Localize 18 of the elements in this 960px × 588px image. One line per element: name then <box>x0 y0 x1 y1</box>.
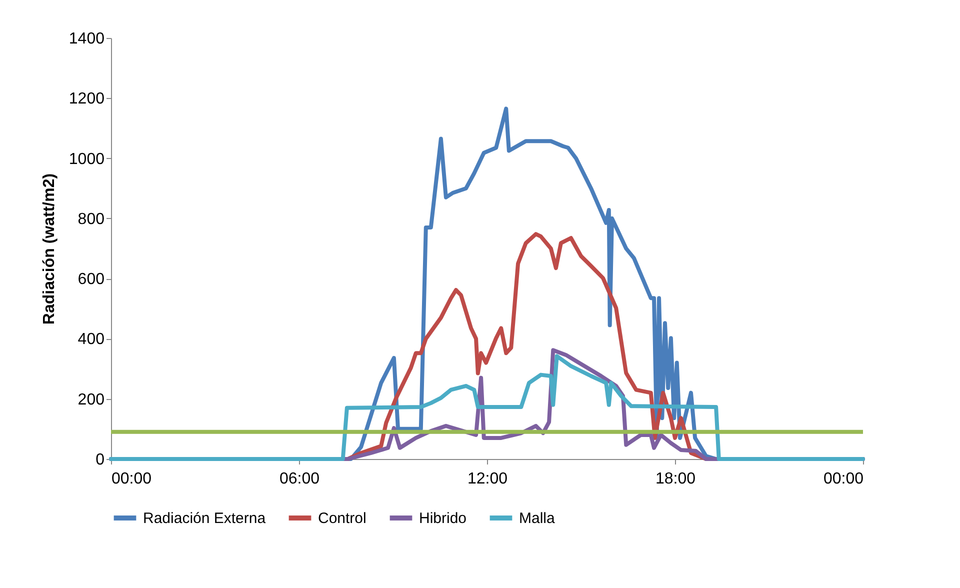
x-tick-label: 00:00 <box>823 470 864 488</box>
y-tick-label: 400 <box>78 331 105 348</box>
y-axis-title: Radiación (watt/m2) <box>40 173 58 325</box>
y-tick-label: 200 <box>78 391 105 408</box>
y-tick-label: 600 <box>78 271 105 288</box>
legend-label: Hibrido <box>419 510 467 527</box>
y-tick-label: 1200 <box>68 90 105 108</box>
x-tick-label: 00:00 <box>112 470 152 488</box>
x-tick-label: 06:00 <box>279 470 320 488</box>
y-tick-label: 0 <box>96 452 105 468</box>
legend-label: Radiación Externa <box>143 510 266 527</box>
legend-label: Control <box>318 510 366 527</box>
y-tick-label: 1000 <box>68 150 105 168</box>
x-tick-label: 12:00 <box>467 470 508 488</box>
x-tick-label: 18:00 <box>655 470 696 488</box>
y-tick-label: 1400 <box>68 30 105 48</box>
legend-label: Malla <box>519 510 556 527</box>
y-tick-label: 800 <box>78 210 105 228</box>
